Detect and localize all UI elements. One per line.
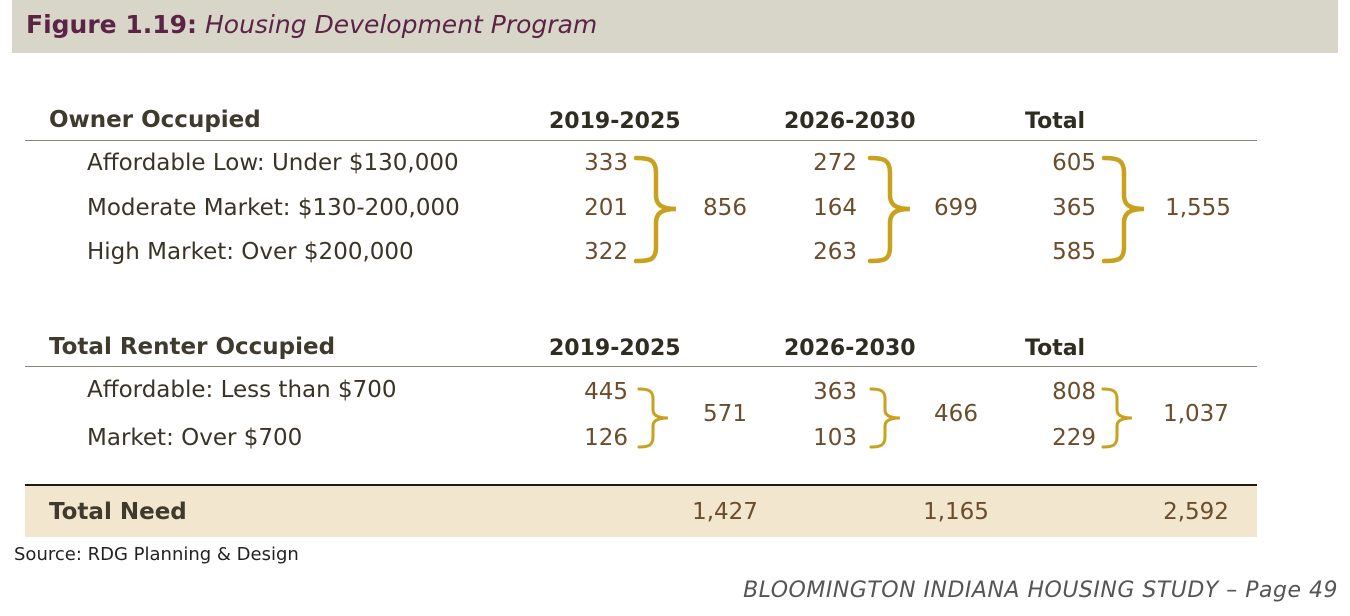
renter-subtotal: 1,037 — [1163, 401, 1229, 427]
brace-icon — [1101, 387, 1133, 449]
brace-icon — [869, 387, 901, 449]
brace-icon — [637, 387, 669, 449]
figure-label: Figure 1.19: — [26, 10, 198, 39]
renter-subtotal: 571 — [703, 401, 747, 427]
figure-header: Figure 1.19: Housing Development Program — [12, 0, 1338, 53]
renter-value: 103 — [813, 425, 857, 451]
owner-value: 263 — [813, 239, 857, 265]
total-need-label: Total Need — [49, 499, 187, 525]
figure-title: Figure 1.19: Housing Development Program — [26, 10, 597, 39]
figure-name: Housing Development Program — [204, 10, 598, 39]
renter-heading: Total Renter Occupied — [49, 334, 336, 360]
owner-subtotal: 1,555 — [1165, 195, 1231, 221]
owner-value: 333 — [584, 150, 628, 176]
brace-icon — [1101, 155, 1145, 264]
owner-col-2019-2025: 2019-2025 — [549, 109, 681, 134]
renter-subtotal: 466 — [934, 401, 978, 427]
owner-value: 365 — [1052, 195, 1096, 221]
renter-col-2026-2030: 2026-2030 — [784, 336, 916, 361]
total-need-band — [25, 485, 1257, 537]
renter-row-label: Affordable: Less than $700 — [87, 377, 397, 403]
owner-col-2026-2030: 2026-2030 — [784, 109, 916, 134]
renter-value: 363 — [813, 379, 857, 405]
renter-col-total: Total — [1025, 336, 1086, 361]
owner-value: 322 — [584, 239, 628, 265]
owner-subtotal: 856 — [703, 195, 747, 221]
renter-value: 808 — [1052, 379, 1096, 405]
total-need-value: 2,592 — [1163, 499, 1229, 525]
page-footer: BLOOMINGTON INDIANA HOUSING STUDY – Page… — [743, 578, 1338, 603]
renter-value: 229 — [1052, 425, 1096, 451]
total-need-rule — [25, 484, 1257, 486]
owner-value: 164 — [813, 195, 857, 221]
brace-icon — [633, 155, 677, 264]
owner-heading: Owner Occupied — [49, 107, 261, 133]
owner-subtotal: 699 — [934, 195, 978, 221]
renter-col-2019-2025: 2019-2025 — [549, 336, 681, 361]
renter-row-label: Market: Over $700 — [87, 425, 303, 451]
owner-value: 201 — [584, 195, 628, 221]
source-note: Source: RDG Planning & Design — [14, 544, 299, 565]
owner-row-label: High Market: Over $200,000 — [87, 239, 414, 265]
renter-header-rule — [25, 366, 1257, 367]
owner-row-label: Moderate Market: $130-200,000 — [87, 195, 460, 221]
owner-header-rule — [25, 140, 1257, 141]
owner-value: 272 — [813, 150, 857, 176]
owner-value: 605 — [1052, 150, 1096, 176]
brace-icon — [867, 155, 911, 264]
owner-row-label: Affordable Low: Under $130,000 — [87, 150, 459, 176]
renter-value: 445 — [584, 379, 628, 405]
total-need-value: 1,165 — [923, 499, 989, 525]
total-need-value: 1,427 — [692, 499, 758, 525]
renter-value: 126 — [584, 425, 628, 451]
owner-value: 585 — [1052, 239, 1096, 265]
owner-col-total: Total — [1025, 109, 1086, 134]
